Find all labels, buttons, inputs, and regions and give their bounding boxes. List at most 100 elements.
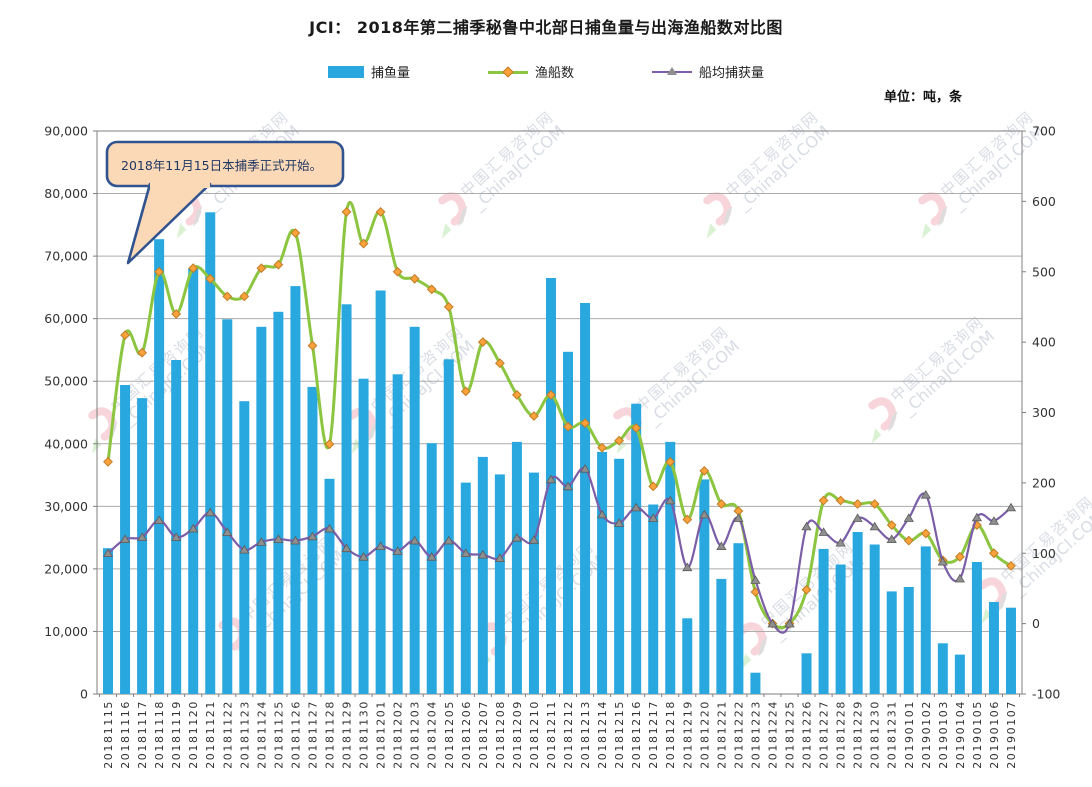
diamond-marker-icon[interactable] [528, 411, 539, 421]
triangle-marker-icon[interactable] [136, 532, 148, 541]
triangle-marker-icon[interactable] [767, 618, 778, 628]
diamond-marker-icon[interactable] [988, 548, 999, 559]
bar[interactable] [648, 504, 659, 695]
triangle-marker-icon[interactable] [171, 532, 182, 541]
triangle-marker-icon[interactable] [324, 523, 335, 533]
bar[interactable] [341, 304, 352, 694]
triangle-marker-icon[interactable] [375, 541, 386, 550]
diamond-marker-icon[interactable] [1006, 560, 1016, 571]
bar[interactable] [699, 479, 710, 694]
diamond-marker-icon[interactable] [869, 499, 880, 509]
triangle-marker-icon[interactable] [273, 534, 284, 543]
bar[interactable] [171, 360, 182, 694]
diamond-marker-icon[interactable] [903, 535, 914, 546]
bar[interactable] [597, 451, 608, 694]
diamond-marker-icon[interactable] [290, 228, 301, 238]
triangle-marker-icon[interactable] [835, 537, 846, 547]
triangle-marker-icon[interactable] [631, 502, 642, 512]
bar[interactable] [886, 591, 897, 694]
diamond-marker-icon[interactable] [563, 421, 573, 432]
bar[interactable] [954, 654, 965, 694]
bar[interactable] [614, 458, 625, 694]
triangle-marker-icon[interactable] [477, 549, 488, 559]
diamond-marker-icon[interactable] [835, 495, 846, 506]
diamond-marker-icon[interactable] [426, 284, 437, 295]
diamond-marker-icon[interactable] [392, 266, 403, 277]
bar[interactable] [154, 239, 165, 694]
triangle-marker-icon[interactable] [971, 512, 983, 522]
triangle-marker-icon[interactable] [596, 509, 608, 519]
bar[interactable] [409, 326, 420, 694]
triangle-marker-icon[interactable] [869, 521, 880, 531]
diamond-marker-icon[interactable] [273, 259, 284, 270]
triangle-marker-icon[interactable] [239, 544, 250, 554]
diamond-marker-icon[interactable] [699, 465, 710, 476]
diamond-marker-icon[interactable] [682, 514, 693, 525]
triangle-marker-icon[interactable] [988, 516, 999, 525]
diamond-marker-icon[interactable] [256, 263, 267, 274]
triangle-marker-icon[interactable] [818, 527, 829, 536]
triangle-marker-icon[interactable] [358, 552, 369, 561]
triangle-marker-icon[interactable] [426, 552, 437, 561]
bar[interactable] [631, 403, 642, 694]
bar[interactable] [801, 653, 812, 694]
triangle-marker-icon[interactable] [409, 535, 420, 545]
bar[interactable] [494, 474, 505, 694]
bar[interactable] [358, 378, 369, 694]
diamond-marker-icon[interactable] [665, 456, 676, 467]
bar[interactable] [460, 482, 471, 694]
triangle-marker-icon[interactable] [562, 481, 574, 491]
triangle-marker-icon[interactable] [699, 509, 710, 519]
bar[interactable] [750, 672, 761, 694]
diamond-marker-icon[interactable] [443, 301, 454, 312]
triangle-marker-icon[interactable] [648, 513, 659, 522]
bar[interactable] [1005, 607, 1016, 694]
triangle-marker-icon[interactable] [937, 556, 948, 566]
diamond-marker-icon[interactable] [409, 273, 420, 284]
triangle-marker-icon[interactable] [494, 553, 506, 562]
diamond-marker-icon[interactable] [205, 273, 216, 284]
bar[interactable] [818, 548, 829, 694]
triangle-marker-icon[interactable] [613, 518, 625, 527]
triangle-marker-icon[interactable] [307, 531, 318, 541]
triangle-marker-icon[interactable] [954, 573, 966, 583]
bar[interactable] [256, 326, 267, 694]
diamond-marker-icon[interactable] [631, 423, 642, 433]
legend-item-avg[interactable]: 船均捕获量 [652, 62, 764, 81]
diamond-marker-icon[interactable] [341, 206, 352, 217]
diamond-marker-icon[interactable] [597, 442, 608, 453]
bar[interactable] [920, 546, 931, 694]
bar[interactable] [188, 268, 199, 694]
bar[interactable] [988, 602, 999, 694]
diamond-marker-icon[interactable] [614, 435, 625, 446]
diamond-marker-icon[interactable] [580, 418, 591, 429]
diamond-marker-icon[interactable] [307, 340, 318, 351]
diamond-marker-icon[interactable] [239, 291, 250, 302]
bar[interactable] [733, 543, 744, 694]
triangle-marker-icon[interactable] [580, 464, 591, 473]
triangle-marker-icon[interactable] [102, 548, 114, 557]
diamond-marker-icon[interactable] [477, 337, 488, 348]
legend-item-catch[interactable]: 捕鱼量 [327, 62, 410, 81]
triangle-marker-icon[interactable] [716, 541, 727, 550]
triangle-marker-icon[interactable] [153, 515, 165, 524]
triangle-marker-icon[interactable] [665, 495, 676, 505]
diamond-marker-icon[interactable] [648, 481, 659, 492]
bar[interactable] [528, 472, 539, 694]
diamond-marker-icon[interactable] [801, 584, 812, 595]
bar[interactable] [290, 286, 301, 694]
diamond-marker-icon[interactable] [716, 499, 727, 509]
bar[interactable] [137, 398, 148, 694]
bar[interactable] [971, 562, 982, 694]
triangle-marker-icon[interactable] [460, 548, 471, 557]
triangle-marker-icon[interactable] [392, 546, 403, 555]
triangle-marker-icon[interactable] [852, 513, 863, 522]
bar[interactable] [222, 319, 233, 694]
callout-annotation[interactable]: 2018年11月15日本捕季正式开始。 [105, 140, 345, 265]
bar[interactable] [835, 564, 846, 695]
triangle-marker-icon[interactable] [222, 527, 233, 536]
diamond-marker-icon[interactable] [954, 551, 965, 562]
triangle-marker-icon[interactable] [120, 534, 131, 543]
bar[interactable] [426, 443, 437, 694]
bar[interactable] [665, 441, 676, 694]
